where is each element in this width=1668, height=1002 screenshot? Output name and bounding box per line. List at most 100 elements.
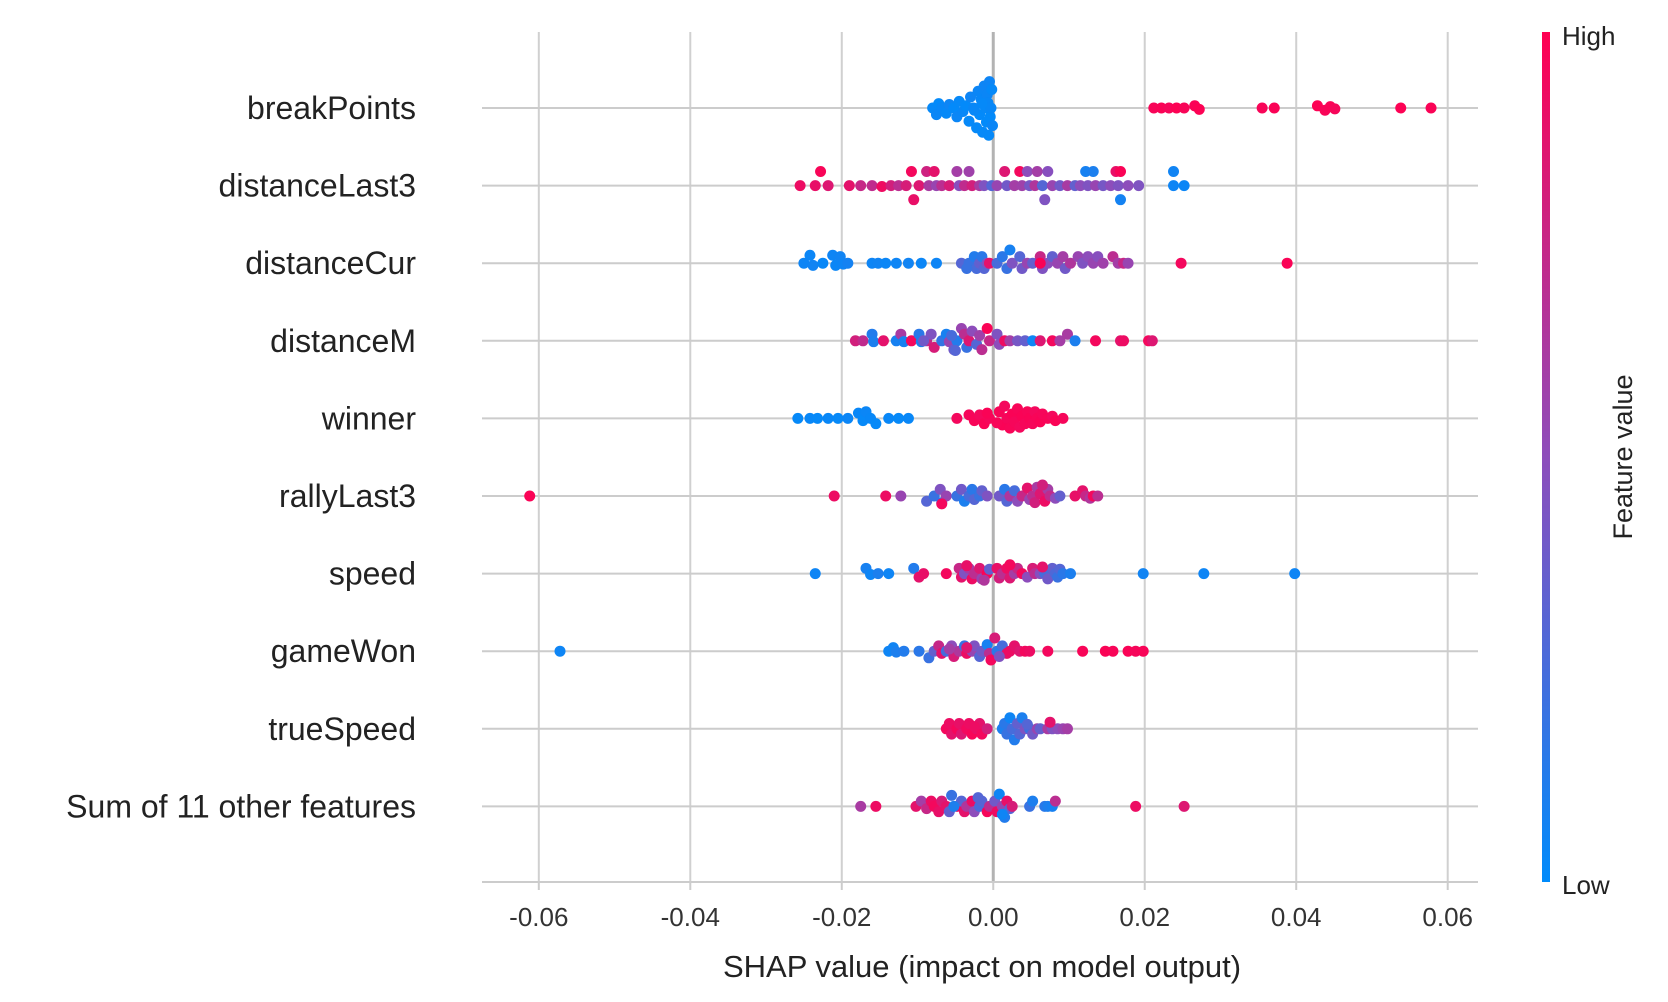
shap-point: [1137, 568, 1149, 580]
shap-point: [842, 412, 854, 424]
shap-point: [855, 800, 867, 812]
shap-point: [866, 180, 878, 192]
shap-point: [1036, 180, 1048, 192]
shap-point: [1090, 335, 1102, 347]
shap-point: [928, 341, 940, 353]
shap-point: [1130, 645, 1142, 657]
shap-point: [985, 654, 997, 666]
shap-point: [908, 562, 920, 574]
shap-point: [1061, 723, 1073, 735]
feature-label: gameWon: [271, 633, 416, 669]
shap-point: [963, 166, 975, 178]
shap-point: [958, 180, 970, 192]
shap-point: [987, 120, 998, 132]
shap-point: [870, 418, 882, 430]
x-axis-title: SHAP value (impact on model output): [723, 949, 1241, 984]
shap-point: [963, 115, 975, 127]
shap-point: [1198, 568, 1210, 580]
feature-label: trueSpeed: [268, 711, 416, 747]
shap-point: [792, 412, 804, 424]
shap-point: [872, 568, 884, 580]
shap-point: [1044, 716, 1056, 728]
shap-point: [815, 166, 827, 178]
shap-point: [1036, 479, 1048, 491]
shap-point: [1027, 257, 1039, 269]
x-tick-label: -0.06: [509, 902, 568, 932]
shap-point: [524, 490, 536, 502]
shap-point: [849, 335, 861, 347]
shap-point: [978, 180, 990, 192]
shap-point: [1014, 251, 1026, 263]
shap-point: [991, 328, 1003, 340]
shap-point: [1006, 257, 1018, 269]
shap-point: [1256, 102, 1268, 114]
shap-point: [1027, 795, 1039, 807]
shap-point: [993, 650, 1005, 662]
shap-point: [898, 645, 910, 657]
shap-point: [1019, 335, 1031, 347]
x-tick-label: -0.02: [812, 902, 871, 932]
shap-point: [876, 180, 888, 192]
shap-point: [1004, 244, 1016, 256]
shap-point: [1077, 645, 1089, 657]
x-tick-label: 0.04: [1271, 902, 1322, 932]
shap-point: [999, 166, 1011, 178]
shap-point: [918, 568, 930, 580]
shap-point: [1092, 490, 1104, 502]
shap-point: [804, 249, 816, 261]
shap-point: [832, 412, 844, 424]
shap-point: [1097, 257, 1109, 269]
shap-point: [943, 180, 955, 192]
shap-point: [1054, 180, 1066, 192]
shap-point: [1168, 166, 1180, 178]
shap-point: [913, 645, 925, 657]
shap-point: [822, 180, 834, 192]
shap-point: [996, 808, 1008, 820]
shap-point: [972, 792, 984, 804]
shap-point: [900, 180, 912, 192]
shap-point: [1069, 335, 1081, 347]
shap-point: [981, 407, 993, 419]
shap-point: [985, 102, 997, 114]
shap-point: [1171, 102, 1183, 114]
shap-point: [976, 344, 988, 356]
shap-point: [812, 412, 824, 424]
x-tick-label: 0.02: [1119, 902, 1170, 932]
x-tick-label: 0.00: [968, 902, 1019, 932]
feature-label: speed: [329, 556, 416, 592]
shap-point: [902, 257, 914, 269]
shap-point: [1178, 800, 1190, 812]
shap-point: [961, 560, 973, 572]
shap-point: [1082, 180, 1094, 192]
shap-point: [1148, 102, 1160, 114]
shap-point: [1049, 795, 1061, 807]
shap-point: [966, 180, 978, 192]
shap-point: [554, 645, 566, 657]
shap-point: [968, 721, 980, 733]
shap-point: [843, 180, 855, 192]
feature-labels: breakPoints distanceLast3 distanceCur dista…: [66, 90, 416, 824]
x-tick-label: -0.04: [661, 902, 720, 932]
feature-label: Sum of 11 other features: [66, 788, 416, 824]
shap-point: [1046, 180, 1058, 192]
shap-point: [1329, 103, 1341, 115]
shap-point: [936, 180, 948, 192]
shap-point: [948, 800, 960, 812]
shap-point: [951, 412, 963, 424]
shap-point: [1146, 335, 1158, 347]
shap-point: [1008, 180, 1020, 192]
shap-point: [981, 723, 993, 735]
shap-point: [965, 91, 977, 103]
shap-point: [1021, 482, 1033, 494]
shap-point: [981, 639, 993, 651]
shap-point: [1054, 335, 1066, 347]
shap-point: [1281, 257, 1293, 269]
shap-point: [822, 412, 834, 424]
shap-point: [1034, 723, 1046, 735]
feature-label: distanceCur: [245, 245, 416, 281]
colorbar: High Low Feature value: [1542, 21, 1638, 900]
shap-point: [842, 257, 854, 269]
x-tick-label: 0.06: [1422, 902, 1473, 932]
shap-point: [966, 483, 978, 495]
